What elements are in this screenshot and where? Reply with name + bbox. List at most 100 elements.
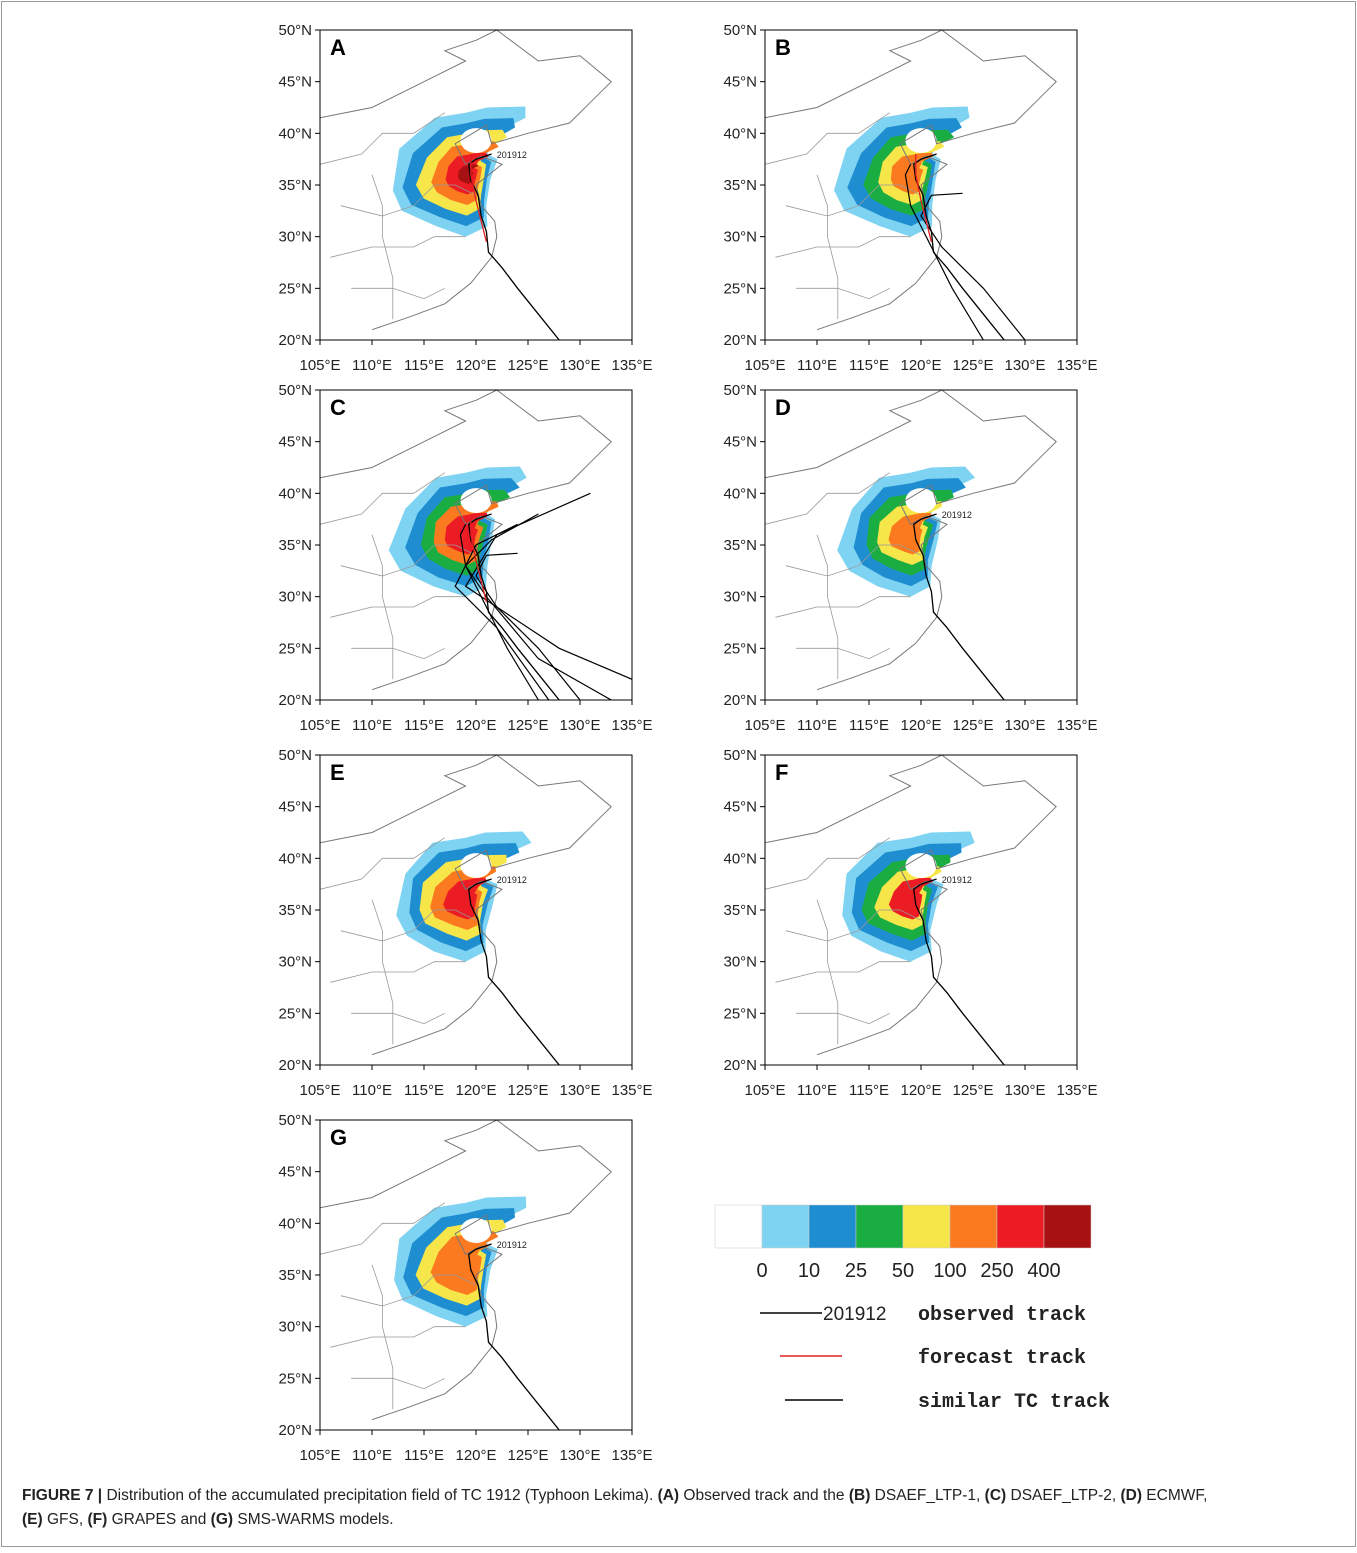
lon-tick-label: 105°E [299,1447,340,1464]
province-line [816,174,839,320]
province-line [330,236,466,258]
border [320,755,612,844]
legend-label: forecast track [918,1347,1086,1370]
bohai-sea [460,1218,492,1243]
province-line [340,184,477,217]
map-panel [320,390,632,700]
lat-tick-label: 40°N [278,850,312,867]
colorbar-label: 25 [845,1260,867,1282]
caption-part: (F) [87,1511,107,1528]
lat-tick-label: 50°N [723,382,757,399]
bohai-sea [460,488,492,513]
lat-tick-label: 45°N [278,1164,312,1181]
province-line [320,1202,446,1255]
colorbar-label: 100 [933,1260,966,1282]
lon-tick-label: 135°E [1056,1082,1097,1099]
lon-tick-label: 125°E [507,1447,548,1464]
province-line [351,1012,445,1025]
province-line [775,961,911,983]
province-line [330,1326,466,1348]
province-line [765,112,891,165]
province-line [320,472,446,525]
lon-tick-label: 125°E [507,357,548,374]
lon-tick-label: 130°E [559,357,600,374]
lat-tick-label: 35°N [723,177,757,194]
province-line [340,544,477,577]
lon-tick-label: 125°E [507,717,548,734]
caption-part: SMS-WARMS models. [233,1511,393,1528]
lon-tick-label: 120°E [455,1447,496,1464]
lat-tick-label: 20°N [278,1057,312,1074]
lon-tick-label: 120°E [900,717,941,734]
lon-tick-label: 130°E [1004,717,1045,734]
forecast-track [470,154,488,242]
province-line [816,899,839,1045]
lon-tick-label: 125°E [952,357,993,374]
observed-track [468,878,560,1065]
caption-part: (B) [849,1487,871,1504]
lon-tick-label: 130°E [559,1082,600,1099]
similar-track [904,164,984,340]
caption-part: DSAEF_LTP-1, [870,1487,984,1504]
colorbar-label: 400 [1027,1260,1060,1282]
caption-part: ECMWF, [1142,1487,1212,1504]
province-line [351,1377,445,1390]
lat-tick-label: 30°N [723,954,757,971]
observed-track [913,878,1005,1065]
colorbar-box [714,1204,763,1249]
precip-area [890,152,934,195]
precip-area [445,1242,489,1285]
map-panel [320,30,632,340]
province-line [330,961,466,983]
similar-track [464,513,612,700]
lon-tick-label: 135°E [611,717,652,734]
caption-part: (E) [22,1511,43,1528]
border [320,390,612,479]
province-line [371,174,394,320]
observed-track [913,513,1005,700]
lon-tick-label: 125°E [507,1082,548,1099]
colorbar-box [1043,1204,1092,1249]
lon-tick-label: 110°E [352,1447,392,1464]
lat-tick-label: 50°N [278,382,312,399]
province-line [371,534,394,680]
panel-letter: C [330,395,346,420]
caption-line: (E) GFS, (F) GRAPES and (G) SMS-WARMS mo… [22,1511,394,1528]
lon-tick-label: 115°E [404,1447,444,1464]
lat-tick-label: 40°N [723,850,757,867]
province-line [351,647,445,660]
lon-tick-label: 105°E [299,717,340,734]
province-line [320,837,446,890]
observed-track [468,1243,560,1430]
caption-part: DSAEF_LTP-2, [1006,1487,1120,1504]
precip-area [443,877,487,920]
province-line [371,899,394,1045]
lat-tick-label: 30°N [278,589,312,606]
similar-track [459,524,539,700]
border [765,755,1057,844]
lat-tick-label: 45°N [723,799,757,816]
lat-tick-label: 20°N [278,692,312,709]
lon-tick-label: 115°E [404,717,444,734]
coastline [371,101,591,331]
precip-area [444,512,488,555]
lat-tick-label: 40°N [278,125,312,142]
map-panel [320,1120,632,1430]
caption-part: (D) [1120,1487,1142,1504]
lon-tick-label: 130°E [1004,1082,1045,1099]
province-line [340,909,477,942]
lon-tick-label: 110°E [352,1082,392,1099]
lon-tick-label: 125°E [952,1082,993,1099]
legend-label: similar TC track [918,1391,1110,1414]
map-panel [765,755,1077,1065]
forecast-track [470,514,488,602]
lon-tick-label: 110°E [352,357,392,374]
coastline [816,101,1036,331]
precip-area [888,512,932,555]
caption-part: (A) [658,1487,680,1504]
lon-tick-label: 115°E [404,1082,444,1099]
track-label: 201912 [497,1240,527,1250]
observed-track [913,153,1005,340]
bohai-sea [460,853,492,878]
